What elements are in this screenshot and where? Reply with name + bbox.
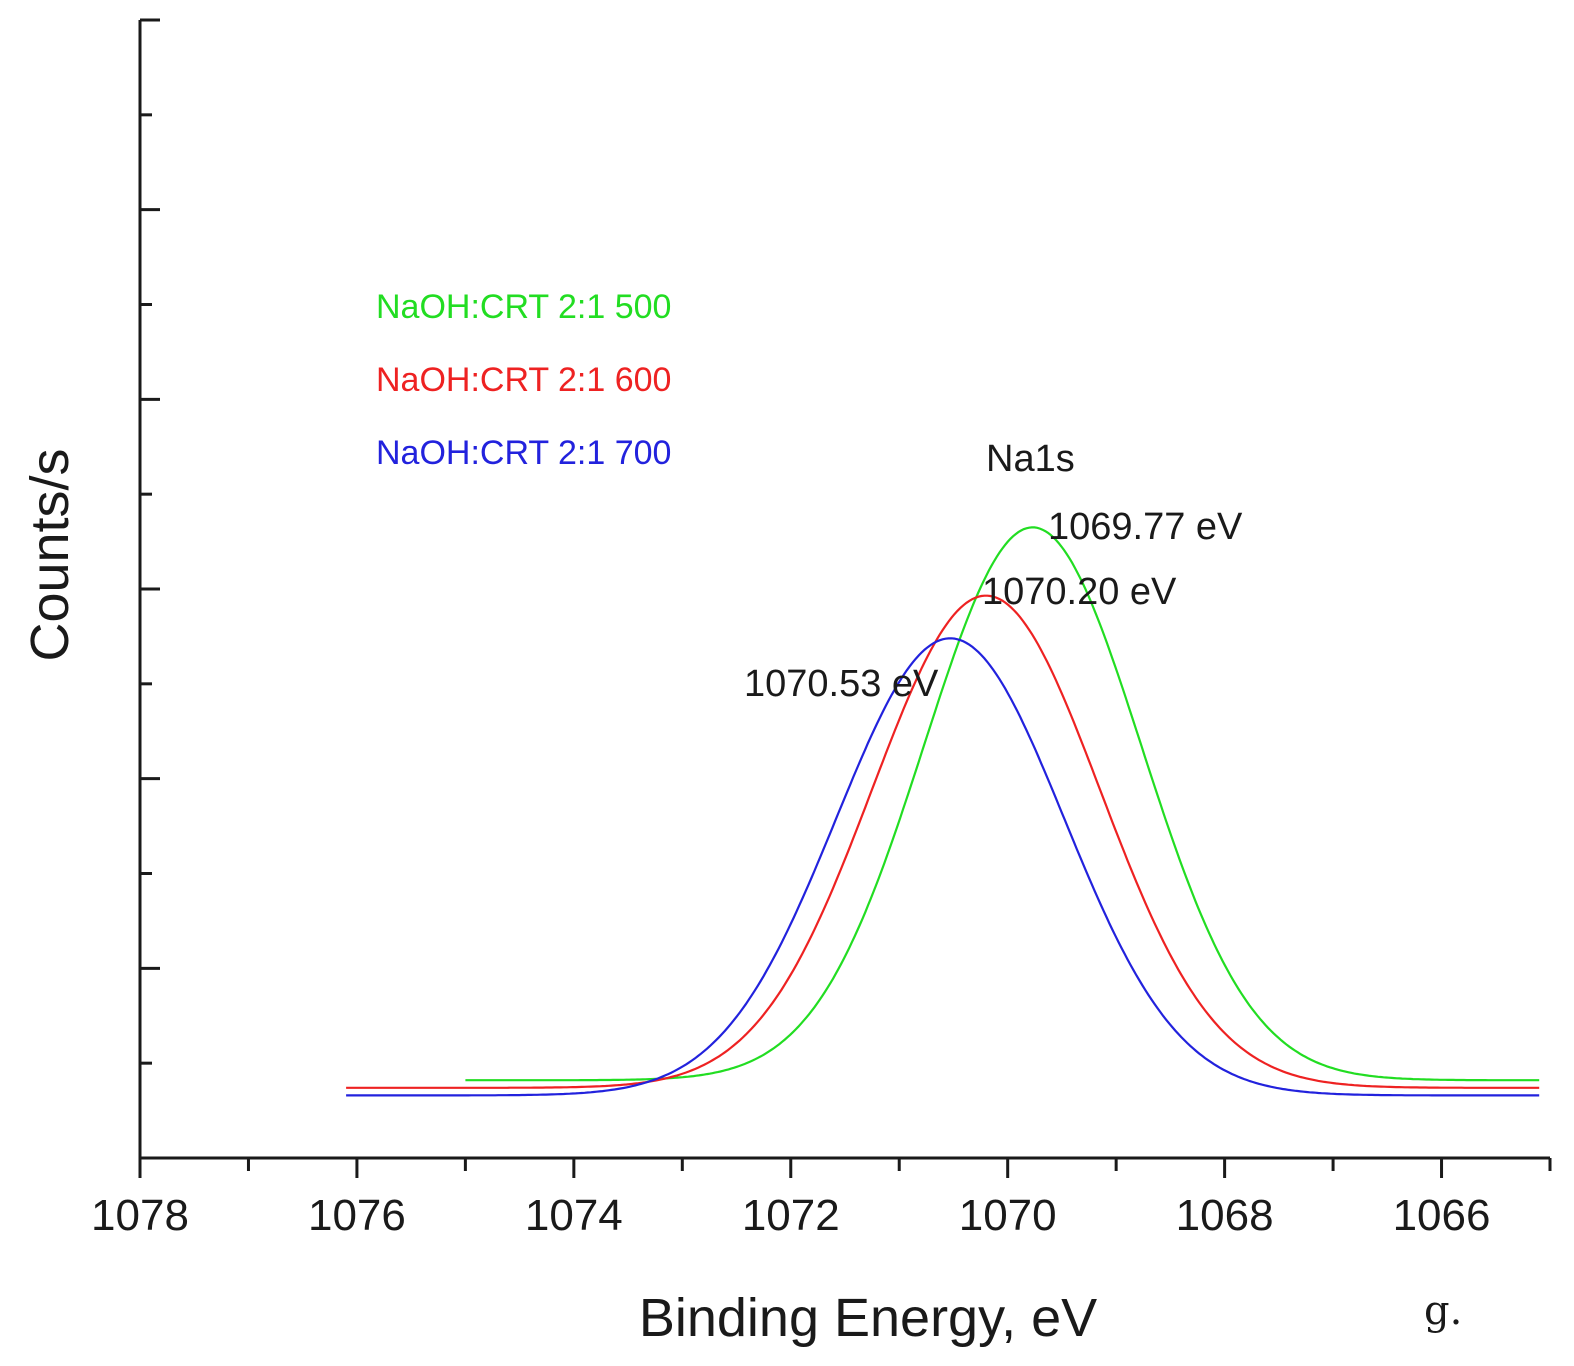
annotation-na1s: Na1s bbox=[986, 438, 1075, 480]
x-tick-label: 1068 bbox=[1176, 1191, 1274, 1240]
series-line-700 bbox=[346, 637, 1540, 1097]
x-tick-label: 1066 bbox=[1393, 1191, 1491, 1240]
annotation-peak-600: 1070.20 eV bbox=[982, 571, 1177, 613]
y-axis-ticks bbox=[140, 18, 160, 1065]
x-axis-ticks bbox=[138, 1158, 1552, 1178]
legend: NaOH:CRT 2:1 500 NaOH:CRT 2:1 600 NaOH:C… bbox=[376, 288, 671, 472]
x-tick-label: 1070 bbox=[959, 1191, 1057, 1240]
plot-curves bbox=[346, 526, 1540, 1097]
series-line-500 bbox=[465, 526, 1540, 1082]
y-axis-title: Counts/s bbox=[20, 448, 80, 661]
legend-entry-600: NaOH:CRT 2:1 600 bbox=[376, 361, 671, 399]
x-tick-label: 1076 bbox=[308, 1191, 406, 1240]
annotation-peak-700: 1070.53 eV bbox=[744, 663, 939, 705]
series-line-600 bbox=[346, 594, 1540, 1089]
legend-entry-500: NaOH:CRT 2:1 500 bbox=[376, 288, 671, 326]
panel-label: g. bbox=[1424, 1288, 1462, 1334]
legend-entry-700: NaOH:CRT 2:1 700 bbox=[376, 434, 671, 472]
x-axis-tick-labels: 1078 1076 1074 1072 1070 1068 1066 bbox=[91, 1191, 1490, 1240]
x-tick-label: 1078 bbox=[91, 1191, 189, 1240]
x-tick-label: 1072 bbox=[742, 1191, 840, 1240]
annotation-peak-500: 1069.77 eV bbox=[1048, 506, 1243, 548]
x-axis-title: Binding Energy, eV bbox=[639, 1288, 1097, 1348]
x-tick-label: 1074 bbox=[525, 1191, 623, 1240]
